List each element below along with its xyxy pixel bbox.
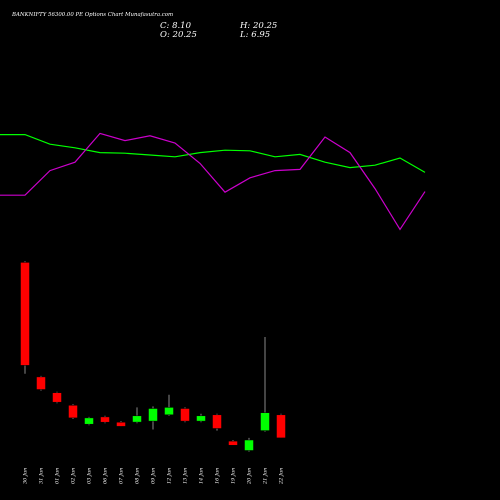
candle-body [164,407,174,416]
date-tick-label: 16 Jun [215,468,221,484]
candle-body [36,376,46,390]
ma-slow-line [0,132,426,231]
date-tick-label: 14 Jun [199,468,205,484]
chart-title: BANKNIFTY 56300.00 PE Options Chart Muna… [11,12,173,18]
candle-body [228,440,238,446]
ma-fast-line [0,134,426,173]
candle-body [20,262,30,366]
candlesticks [20,261,286,452]
candle-body [52,392,62,403]
date-tick-label: 09 Jun [151,468,157,484]
date-tick-label: 02 Jun [71,468,77,484]
candle-body [68,405,78,419]
candle-body [180,408,190,422]
close-readout: C: 8.10 [160,21,192,31]
date-tick-label: 21 Jun [263,468,269,485]
moving-average-lines [0,132,426,231]
date-tick-label: 13 Jun [183,468,189,484]
date-tick-label: 01 Jun [55,468,61,484]
candle-body [196,415,206,422]
candle-body [276,414,286,439]
date-tick-label: 22 Jun [279,468,285,485]
low-readout: L: 6.95 [239,30,270,40]
date-tick-label: 31 Jun [39,468,45,484]
date-tick-label: 30 Jun [23,468,29,484]
date-tick-label: 19 Jun [231,468,237,484]
date-ticks: 30 Jun 31 Jun 01 Jun 02 Jun 03 Jun 06 Jun 07 J… [23,468,285,485]
high-readout: H: 20.25 [239,21,277,31]
candle-body [244,439,254,451]
candle-body [212,414,222,429]
date-tick-label: 08 Jun [135,468,141,484]
date-tick-label: 07 Jun [119,468,125,484]
date-tick-label: 12 Jun [167,468,173,484]
candle-body [148,408,158,422]
candle-body [84,417,94,425]
candle-body [116,421,126,427]
open-readout: O: 20.25 [160,30,197,40]
date-tick-label: 03 Jun [87,468,93,484]
date-tick-label: 20 Jun [247,468,253,485]
candle-body [260,412,270,431]
candle-body [100,416,110,423]
date-tick-label: 06 Jun [103,468,109,484]
candle-body [132,415,142,423]
